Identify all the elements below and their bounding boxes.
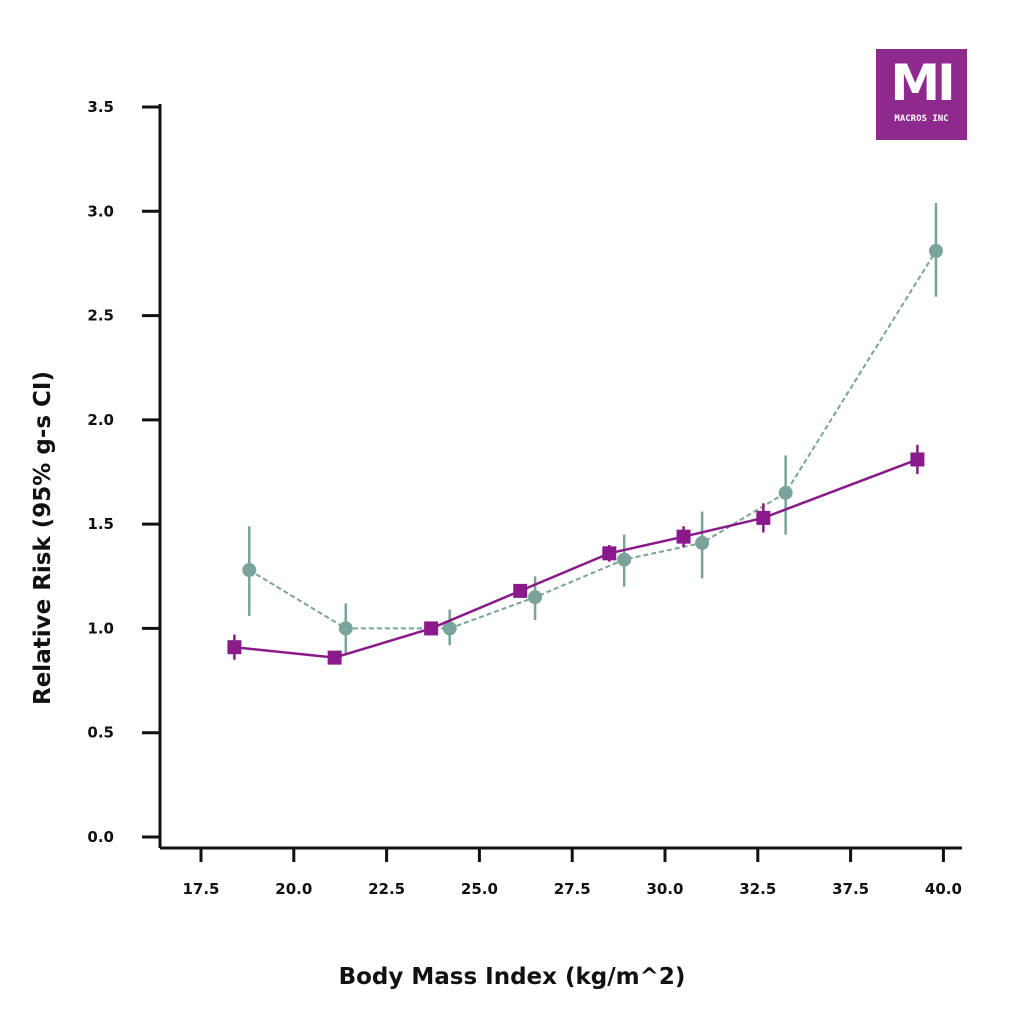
y-axis: 0.0 0.5 1.0 1.5 2.0 2.5 3.0 3.5 <box>87 98 162 848</box>
x-tick-label: 32.5 <box>739 880 776 898</box>
data-point-square <box>676 529 691 544</box>
data-point-square <box>513 583 528 598</box>
series-square <box>227 444 925 665</box>
data-point-square <box>602 546 617 561</box>
y-tick-label: 3.0 <box>87 202 114 220</box>
x-tick-label: 27.5 <box>554 880 591 898</box>
logo-name: MACROS INC <box>894 114 949 124</box>
x-tick-label: 25.0 <box>461 880 498 898</box>
data-point-square <box>424 621 439 636</box>
x-tick-label: 22.5 <box>368 880 405 898</box>
x-tick-label: 17.5 <box>182 880 219 898</box>
data-point-square <box>910 452 925 467</box>
y-tick-label: 0.0 <box>87 828 114 846</box>
macros-inc-logo: MI MACROS INC <box>876 49 967 140</box>
x-tick-label: 37.5 <box>832 880 869 898</box>
series-layer <box>227 202 943 665</box>
y-tick-label: 1.5 <box>87 515 114 533</box>
y-ticks: 0.0 0.5 1.0 1.5 2.0 2.5 3.0 3.5 <box>87 98 160 846</box>
data-point-circle <box>442 621 457 636</box>
x-axis-title: Body Mass Index (kg/m^2) <box>339 964 686 990</box>
data-point-square <box>756 510 771 525</box>
x-tick-label: 40.0 <box>925 880 962 898</box>
data-point-circle <box>338 621 353 636</box>
x-ticks: 17.5 20.0 22.5 25.0 27.5 30.0 32.5 37.5 40.0 <box>182 848 962 898</box>
data-point-circle <box>617 552 632 567</box>
data-point-square <box>327 650 342 665</box>
data-point-circle <box>242 563 257 578</box>
x-tick-label: 20.0 <box>275 880 312 898</box>
data-point-circle <box>928 243 943 258</box>
series-circle <box>242 202 943 654</box>
x-axis: 17.5 20.0 22.5 25.0 27.5 30.0 32.5 37.5 40.0 <box>160 846 962 898</box>
y-tick-label: 0.5 <box>87 724 114 742</box>
series-line <box>234 458 918 659</box>
data-point-circle <box>528 590 543 605</box>
y-tick-label: 1.0 <box>87 619 114 637</box>
y-tick-label: 2.5 <box>87 307 114 325</box>
logo-mark: MI <box>890 54 955 112</box>
data-point-circle <box>778 485 793 500</box>
data-point-circle <box>695 535 710 550</box>
series-line <box>248 250 937 630</box>
y-tick-label: 2.0 <box>87 411 114 429</box>
x-tick-label: 30.0 <box>646 880 683 898</box>
y-tick-label: 3.5 <box>87 98 114 116</box>
y-axis-title: Relative Risk (95% g-s CI) <box>30 371 56 705</box>
data-point-square <box>227 640 242 655</box>
